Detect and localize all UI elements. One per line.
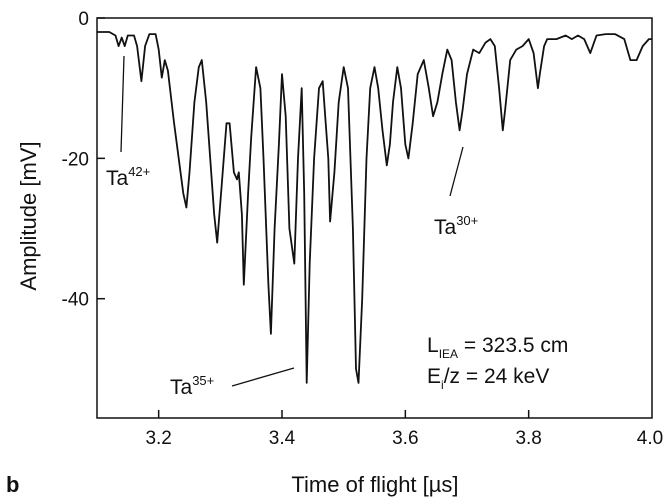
y-axis-title: Amplitude [mV] (16, 141, 41, 290)
x-tick-label: 3.8 (515, 428, 541, 449)
x-axis-ticks: 3.2 3.4 3.6 3.8 4.0 (145, 410, 663, 449)
y-tick-label: -40 (62, 290, 89, 311)
y-axis-ticks: 0 -20 -40 (62, 9, 105, 311)
parameter-box: LIEA = 323.5 cm Ei/z = 24 keV (427, 334, 568, 392)
x-tick-label: 3.6 (392, 428, 418, 449)
parameter-text: LIEA = 323.5 cm (427, 334, 568, 361)
annotation-leader-line (120, 55, 125, 153)
y-tick-label: 0 (78, 9, 89, 30)
x-tick-label: 3.4 (269, 428, 296, 449)
ion-label: Ta30+ (434, 213, 478, 239)
annotation-leader-line (231, 367, 295, 387)
signal-trace (97, 31, 652, 384)
annotation-leader-line (449, 146, 464, 197)
panel-label: b (6, 472, 19, 497)
ion-label: Ta42+ (106, 164, 150, 190)
parameter-text: Ei/z = 24 keV (427, 365, 549, 392)
plot-area-frame (96, 17, 653, 419)
ion-label: Ta35+ (170, 373, 214, 399)
x-tick-label: 3.2 (145, 428, 171, 449)
x-tick-label-end: 4.0 (637, 428, 663, 449)
y-tick-label: -20 (62, 149, 89, 170)
annotations: Ta42+ Ta35+ Ta30+ (106, 55, 478, 399)
x-axis-title: Time of flight [µs] (291, 472, 458, 497)
